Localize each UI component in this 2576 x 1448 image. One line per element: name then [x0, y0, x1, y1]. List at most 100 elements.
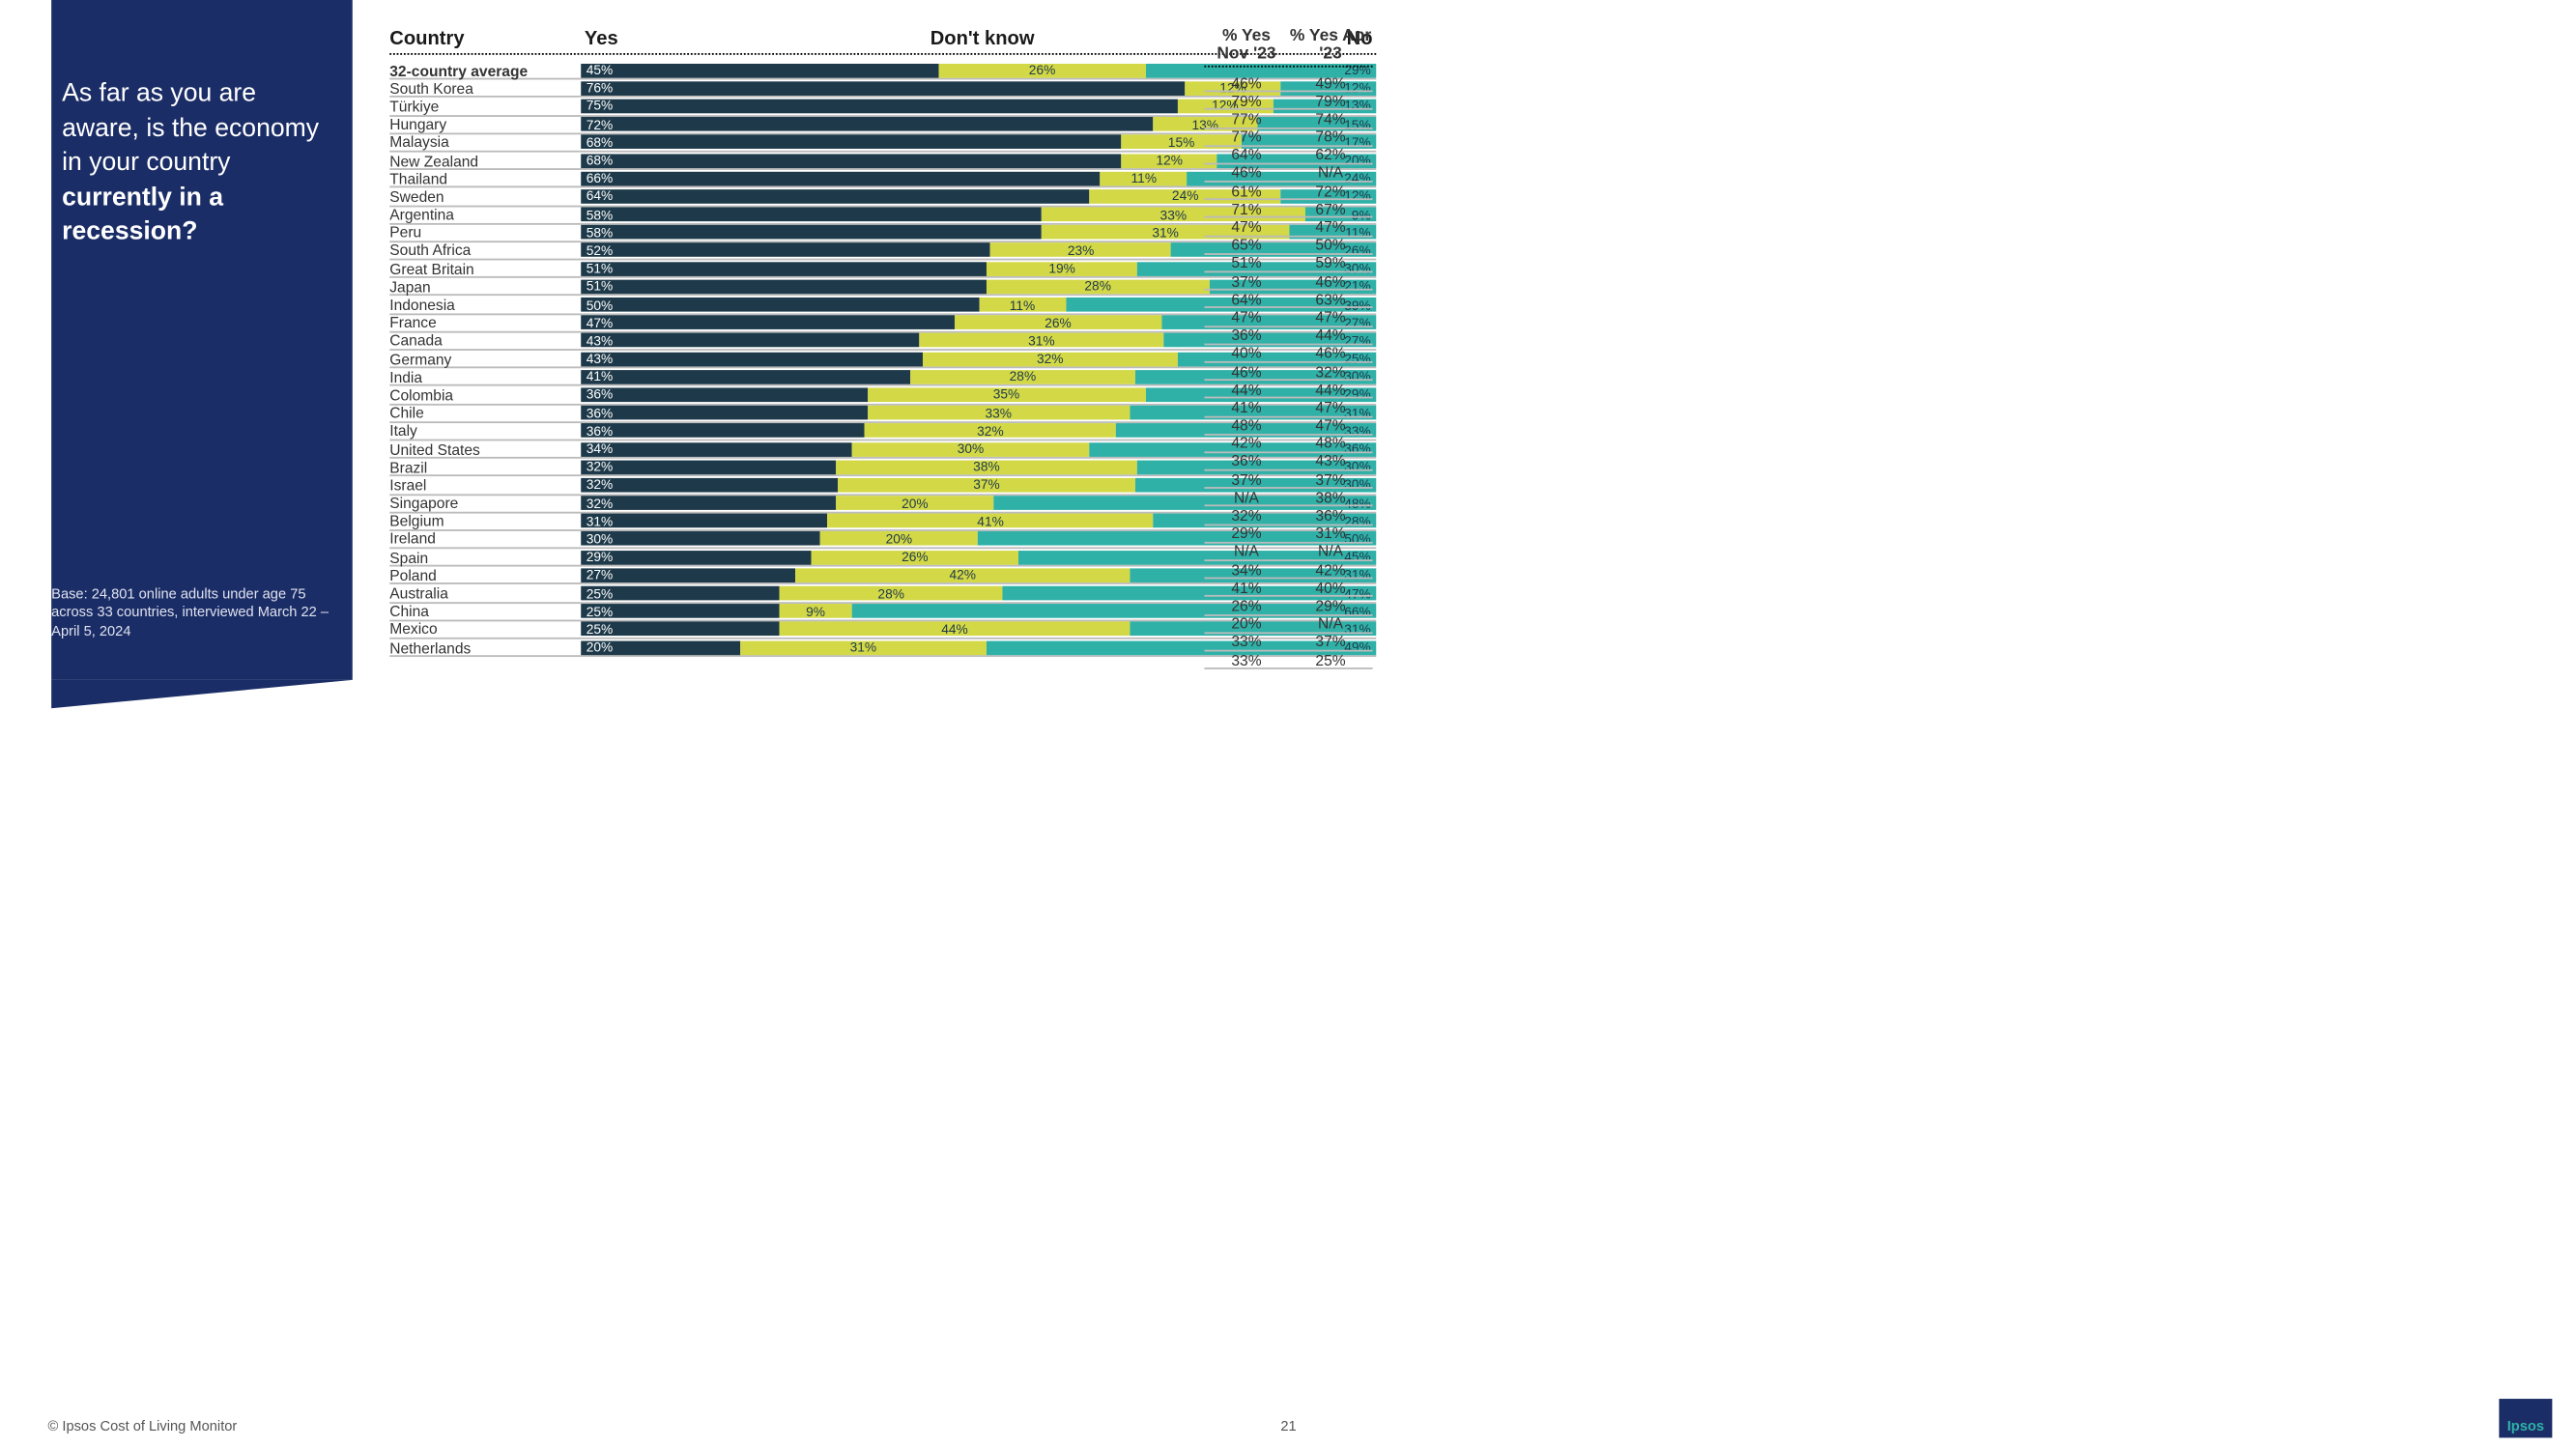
historical-row: N/AN/A: [1204, 543, 1372, 561]
value-nov23: 37%: [1204, 272, 1288, 290]
value-nov23: 44%: [1204, 381, 1288, 398]
segment-dont-know: 31%: [740, 640, 987, 655]
historical-row: 37%46%: [1204, 272, 1372, 291]
historical-rows: 46%49%79%79%77%74%77%78%64%62%46%N/A61%7…: [1204, 74, 1372, 669]
page-number: 21: [1280, 1418, 1296, 1434]
historical-row: 44%44%: [1204, 381, 1372, 399]
country-name: China: [389, 603, 581, 620]
segment-yes: 25%: [581, 604, 780, 618]
segment-dont-know: 42%: [795, 568, 1130, 582]
value-nov23: 41%: [1204, 398, 1288, 415]
value-nov23: 79%: [1204, 92, 1288, 109]
segment-yes: 72%: [581, 117, 1154, 131]
value-apr23: 46%: [1289, 344, 1373, 361]
value-apr23: 49%: [1289, 73, 1373, 91]
segment-yes: 30%: [581, 532, 819, 547]
segment-yes: 36%: [581, 424, 864, 439]
country-name: Italy: [389, 422, 581, 440]
segment-yes: 29%: [581, 550, 812, 564]
segment-yes: 45%: [581, 63, 938, 77]
segment-yes: 50%: [581, 298, 979, 312]
country-name: Israel: [389, 476, 581, 494]
segment-yes: 43%: [581, 333, 919, 348]
value-apr23: 40%: [1289, 579, 1373, 596]
value-apr23: 46%: [1289, 272, 1373, 290]
value-apr23: 74%: [1289, 109, 1373, 127]
historical-row: 40%46%: [1204, 345, 1372, 363]
value-apr23: 44%: [1289, 327, 1373, 344]
segment-yes: 58%: [581, 225, 1042, 240]
header-apr23: % Yes Apr '23: [1289, 28, 1373, 64]
value-apr23: 48%: [1289, 435, 1373, 452]
value-apr23: 47%: [1289, 308, 1373, 326]
segment-yes: 51%: [581, 279, 987, 294]
value-apr23: 37%: [1289, 633, 1373, 650]
value-apr23: 44%: [1289, 381, 1373, 398]
country-name: South Korea: [389, 79, 581, 97]
segment-dont-know: 20%: [836, 496, 995, 510]
historical-row: 36%43%: [1204, 453, 1372, 471]
value-apr23: 43%: [1289, 452, 1373, 469]
segment-yes: 25%: [581, 622, 780, 637]
value-nov23: 33%: [1204, 651, 1288, 668]
country-name: Colombia: [389, 386, 581, 404]
value-nov23: 40%: [1204, 344, 1288, 361]
value-nov23: 42%: [1204, 435, 1288, 452]
value-nov23: 71%: [1204, 200, 1288, 217]
segment-dont-know: 20%: [819, 532, 979, 547]
historical-header: % Yes Nov '23 % Yes Apr '23: [1204, 28, 1372, 67]
historical-row: 33%37%: [1204, 634, 1372, 652]
header-yes: Yes: [585, 28, 618, 49]
historical-row: N/A38%: [1204, 489, 1372, 507]
historical-row: 41%47%: [1204, 399, 1372, 417]
segment-yes: 51%: [581, 262, 987, 276]
historical-row: 77%78%: [1204, 128, 1372, 147]
historical-row: 77%74%: [1204, 110, 1372, 128]
historical-row: 61%72%: [1204, 183, 1372, 201]
historical-row: 41%40%: [1204, 580, 1372, 598]
value-nov23: 36%: [1204, 452, 1288, 469]
value-apr23: 32%: [1289, 362, 1373, 380]
segment-yes: 43%: [581, 352, 923, 366]
value-apr23: 72%: [1289, 182, 1373, 199]
value-apr23: 62%: [1289, 146, 1373, 163]
ipsos-logo: Ipsos: [2499, 1399, 2552, 1437]
country-name: Poland: [389, 566, 581, 583]
value-apr23: 25%: [1289, 651, 1373, 668]
historical-row: 65%50%: [1204, 237, 1372, 255]
historical-row: 47%47%: [1204, 309, 1372, 327]
country-name: New Zealand: [389, 152, 581, 169]
segment-yes: 75%: [581, 99, 1177, 114]
country-name: Spain: [389, 549, 581, 566]
header-nov23: % Yes Nov '23: [1204, 28, 1288, 64]
country-name: Argentina: [389, 206, 581, 223]
segment-dont-know: 28%: [910, 370, 1135, 384]
country-name: Malaysia: [389, 133, 581, 151]
value-apr23: 79%: [1289, 92, 1373, 109]
country-name: Australia: [389, 584, 581, 602]
value-apr23: 50%: [1289, 236, 1373, 253]
value-apr23: 42%: [1289, 560, 1373, 578]
value-nov23: 47%: [1204, 218, 1288, 236]
historical-row: 26%29%: [1204, 597, 1372, 615]
country-name: Great Britain: [389, 260, 581, 277]
segment-dont-know: 11%: [1101, 171, 1188, 185]
segment-dont-know: 37%: [838, 478, 1135, 493]
segment-dont-know: 9%: [780, 604, 851, 618]
country-name: Ireland: [389, 530, 581, 548]
segment-dont-know: 38%: [836, 460, 1138, 474]
segment-dont-know: 32%: [923, 352, 1177, 366]
value-apr23: N/A: [1289, 543, 1373, 560]
historical-columns: % Yes Nov '23 % Yes Apr '23 46% 49%79%79%…: [1204, 28, 1372, 669]
value-nov23: 36%: [1204, 327, 1288, 344]
country-name: Mexico: [389, 620, 581, 638]
segment-yes: 34%: [581, 441, 851, 456]
historical-row: 47%47%: [1204, 218, 1372, 237]
segment-yes: 27%: [581, 568, 795, 582]
country-name: Indonesia: [389, 296, 581, 313]
question-text: As far as you are aware, is the economy …: [62, 78, 324, 251]
segment-yes: 76%: [581, 81, 1185, 96]
historical-row: 29%31%: [1204, 525, 1372, 544]
value-apr23: 67%: [1289, 200, 1373, 217]
footer-copyright: © Ipsos Cost of Living Monitor: [47, 1418, 237, 1434]
